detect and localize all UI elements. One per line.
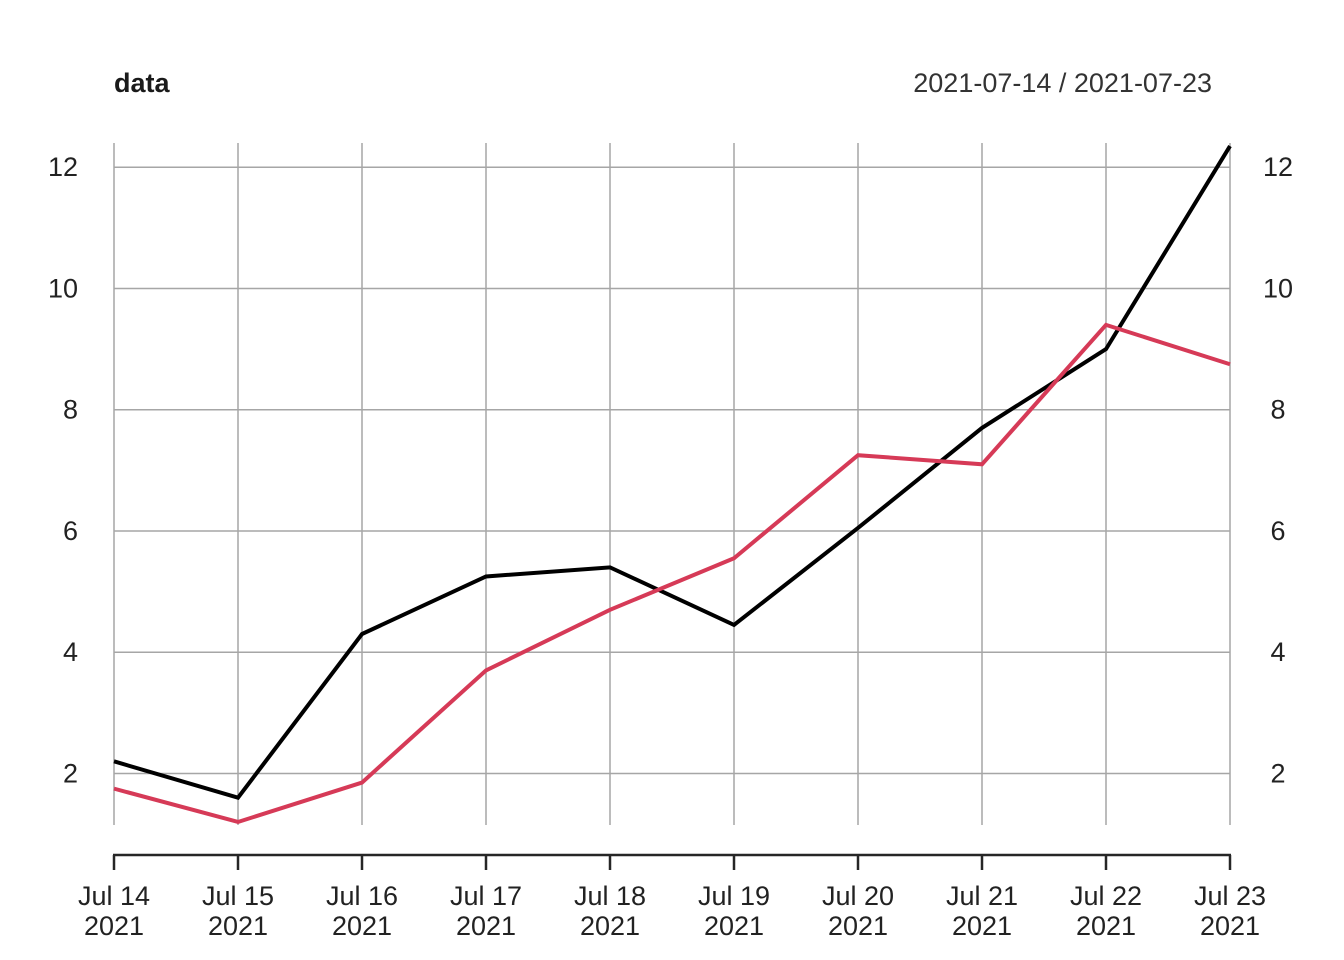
y-tick-label-left: 2: [63, 758, 78, 788]
x-tick-label: Jul 21: [946, 881, 1018, 911]
date-range-label: 2021-07-14 / 2021-07-23: [913, 68, 1212, 98]
y-tick-label-right: 12: [1263, 152, 1293, 182]
chart-title: data: [114, 68, 170, 98]
x-tick-label-year: 2021: [1076, 911, 1136, 941]
x-tick-label-year: 2021: [704, 911, 764, 941]
y-tick-label-right: 8: [1270, 395, 1285, 425]
x-tick-label-year: 2021: [208, 911, 268, 941]
y-tick-label-right: 10: [1263, 273, 1293, 303]
y-tick-label-right: 4: [1270, 637, 1285, 667]
black-series-line: [113, 144, 1232, 801]
y-tick-label-left: 8: [63, 395, 78, 425]
x-tick-label-year: 2021: [952, 911, 1012, 941]
y-tick-label-left: 10: [48, 273, 78, 303]
y-tick-label-right: 2: [1270, 758, 1285, 788]
x-tick-label: Jul 14: [78, 881, 150, 911]
x-tick-label: Jul 23: [1194, 881, 1266, 911]
x-tick-label: Jul 20: [822, 881, 894, 911]
x-tick-label: Jul 17: [450, 881, 522, 911]
x-tick-label: Jul 22: [1070, 881, 1142, 911]
x-tick-label: Jul 18: [574, 881, 646, 911]
red-series-line: [113, 322, 1231, 825]
y-tick-label-right: 6: [1270, 516, 1285, 546]
x-tick-label: Jul 16: [326, 881, 398, 911]
y-tick-label-left: 4: [63, 637, 78, 667]
y-tick-label-left: 12: [48, 152, 78, 182]
y-tick-label-left: 6: [63, 516, 78, 546]
x-tick-label-year: 2021: [1200, 911, 1260, 941]
x-tick-label: Jul 15: [202, 881, 274, 911]
x-tick-label: Jul 19: [698, 881, 770, 911]
x-tick-label-year: 2021: [828, 911, 888, 941]
x-tick-label-year: 2021: [456, 911, 516, 941]
x-tick-label-year: 2021: [580, 911, 640, 941]
x-tick-label-year: 2021: [84, 911, 144, 941]
x-tick-label-year: 2021: [332, 911, 392, 941]
